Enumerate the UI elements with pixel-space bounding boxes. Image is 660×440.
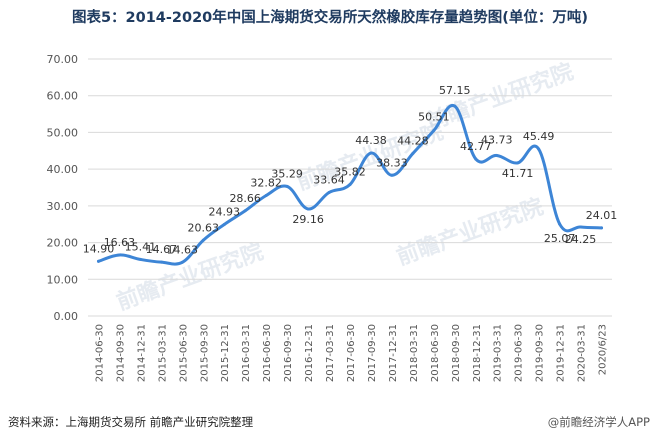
data-point bbox=[453, 104, 457, 108]
x-tick-label: 2020/6/23 bbox=[598, 324, 609, 375]
data-label: 24.25 bbox=[565, 233, 597, 246]
data-point bbox=[180, 260, 184, 264]
x-tick-label: 2014-12-31 bbox=[136, 324, 147, 382]
data-label: 24.93 bbox=[208, 205, 240, 218]
x-tick-label: 2014-09-30 bbox=[115, 324, 126, 382]
data-point bbox=[243, 209, 247, 213]
x-tick-label: 2018-12-31 bbox=[472, 324, 483, 382]
data-point bbox=[159, 260, 163, 264]
data-point bbox=[474, 157, 478, 161]
x-tick-label: 2017-09-30 bbox=[367, 324, 378, 382]
data-point bbox=[327, 190, 331, 194]
data-label: 20.63 bbox=[188, 221, 220, 234]
data-point bbox=[516, 161, 520, 165]
data-label: 28.66 bbox=[229, 192, 261, 205]
x-tick-label: 2019-09-30 bbox=[535, 324, 546, 382]
x-tick-label: 2018-06-30 bbox=[430, 324, 441, 382]
x-tick-label: 2015-06-30 bbox=[178, 324, 189, 382]
x-tick-label: 2019-03-31 bbox=[493, 324, 504, 382]
data-label: 35.29 bbox=[271, 167, 303, 180]
data-point bbox=[138, 257, 142, 261]
x-tick-label: 2016-12-31 bbox=[304, 324, 315, 382]
data-label: 32.82 bbox=[250, 177, 282, 190]
data-label: 38.33 bbox=[376, 156, 408, 169]
data-label: 35.82 bbox=[334, 165, 366, 178]
data-point bbox=[411, 151, 415, 155]
x-tick-label: 2016-03-31 bbox=[241, 324, 252, 382]
data-point bbox=[306, 207, 310, 211]
data-label: 14.67 bbox=[146, 243, 178, 256]
data-label: 24.01 bbox=[586, 209, 618, 222]
data-point bbox=[201, 238, 205, 242]
data-point bbox=[558, 222, 562, 226]
data-point bbox=[495, 153, 499, 157]
data-label: 33.64 bbox=[313, 173, 345, 186]
data-point bbox=[285, 184, 289, 188]
x-tick-label: 2016-06-30 bbox=[262, 324, 273, 382]
x-tick-label: 2015-09-30 bbox=[199, 324, 210, 382]
x-tick-label: 2017-03-31 bbox=[325, 324, 336, 382]
data-label: 16.63 bbox=[104, 236, 136, 249]
data-label: 14.90 bbox=[83, 242, 115, 255]
data-label: 29.16 bbox=[292, 213, 324, 226]
x-tick-label: 2019-06-30 bbox=[514, 324, 525, 382]
data-label: 42.77 bbox=[460, 140, 492, 153]
x-tick-label: 2016-09-30 bbox=[283, 324, 294, 382]
data-label: 43.73 bbox=[481, 133, 513, 146]
x-tick-label: 2015-12-31 bbox=[220, 324, 231, 382]
y-tick-label: 60.00 bbox=[47, 90, 79, 103]
y-tick-label: 0.00 bbox=[54, 310, 79, 323]
data-label: 44.38 bbox=[355, 134, 387, 147]
data-label: 44.28 bbox=[397, 134, 429, 147]
chart-title: 图表5：2014-2020年中国上海期货交易所天然橡胶库存量趋势图(单位：万吨) bbox=[71, 10, 589, 26]
y-tick-label: 50.00 bbox=[47, 126, 79, 139]
data-label: 50.51 bbox=[418, 111, 450, 124]
data-point bbox=[348, 182, 352, 186]
y-tick-label: 10.00 bbox=[47, 273, 79, 286]
data-point bbox=[390, 173, 394, 177]
x-tick-label: 2020-03-31 bbox=[577, 324, 588, 382]
source-note: 资料来源：上海期货交易所 前瞻产业研究院整理 bbox=[8, 415, 254, 429]
data-label: 25.07 bbox=[544, 232, 576, 245]
y-tick-label: 70.00 bbox=[47, 53, 79, 66]
watermark-text: 前瞻产业研究院 bbox=[393, 194, 547, 271]
data-label: 15.41 bbox=[125, 240, 157, 253]
x-tick-label: 2018-09-30 bbox=[451, 324, 462, 382]
data-point bbox=[369, 151, 373, 155]
y-tick-label: 30.00 bbox=[47, 200, 79, 213]
data-point bbox=[432, 129, 436, 133]
x-tick-label: 2014-06-30 bbox=[94, 324, 105, 382]
data-point bbox=[117, 253, 121, 257]
x-tick-label: 2017-06-30 bbox=[346, 324, 357, 382]
y-tick-label: 40.00 bbox=[47, 163, 79, 176]
data-label: 57.15 bbox=[439, 84, 471, 97]
brand-label: @前瞻经济学人APP bbox=[547, 415, 650, 429]
data-point bbox=[264, 194, 268, 198]
data-point bbox=[600, 226, 604, 230]
x-tick-label: 2018-03-31 bbox=[409, 324, 420, 382]
data-point bbox=[96, 259, 100, 263]
data-label: 14.63 bbox=[167, 243, 199, 256]
y-tick-label: 20.00 bbox=[47, 237, 79, 250]
data-point bbox=[579, 225, 583, 229]
data-point bbox=[537, 147, 541, 151]
data-label: 45.49 bbox=[523, 130, 555, 143]
x-tick-label: 2017-12-31 bbox=[388, 324, 399, 382]
data-label: 41.71 bbox=[502, 167, 534, 180]
data-point bbox=[222, 222, 226, 226]
x-tick-label: 2019-12-31 bbox=[556, 324, 567, 382]
x-tick-label: 2015-03-31 bbox=[157, 324, 168, 382]
